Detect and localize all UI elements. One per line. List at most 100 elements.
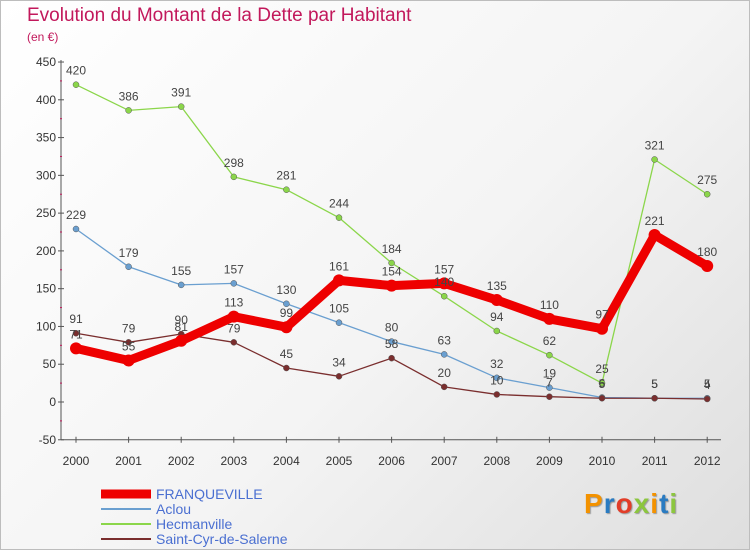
data-point [438, 277, 451, 290]
data-point [440, 292, 448, 300]
data-point [546, 351, 553, 359]
data-label: 229 [66, 208, 86, 222]
x-tick-label: 2008 [483, 454, 510, 468]
data-point [227, 310, 240, 323]
data-point [230, 339, 238, 346]
data-label: 140 [434, 275, 454, 289]
data-point [493, 391, 501, 398]
data-label: 157 [434, 262, 454, 276]
x-tick-label: 2004 [273, 454, 300, 468]
data-point [490, 294, 503, 307]
data-point [283, 300, 290, 308]
data-label: 34 [332, 355, 346, 369]
data-label: 5 [651, 377, 658, 391]
data-label: 321 [645, 138, 665, 152]
data-label: 157 [224, 262, 244, 276]
y-tick-label: 100 [36, 319, 56, 333]
data-point [598, 379, 606, 387]
x-tick-label: 2003 [220, 454, 247, 468]
data-label: 94 [490, 310, 504, 324]
data-point [72, 329, 80, 337]
y-tick-label: 0 [49, 395, 56, 409]
x-tick-label: 2001 [115, 454, 142, 468]
data-label: 80 [385, 321, 399, 335]
data-point [440, 383, 448, 391]
x-tick-label: 2006 [378, 454, 405, 468]
data-point [546, 384, 553, 391]
legend-label: Saint-Cyr-de-Salerne [156, 531, 288, 547]
data-label: 45 [280, 347, 294, 361]
data-label: 62 [543, 334, 557, 348]
data-label: 81 [175, 320, 189, 334]
data-label: 79 [122, 321, 136, 335]
y-tick-label: 250 [36, 206, 56, 220]
y-tick-label: 350 [36, 131, 56, 145]
data-point [122, 354, 135, 367]
data-point [385, 279, 398, 292]
y-tick-label: 450 [36, 55, 56, 69]
data-label: 113 [224, 296, 243, 310]
data-label: 4 [704, 378, 711, 392]
data-point [283, 186, 290, 193]
chart-subtitle: (en €) [27, 30, 59, 44]
data-point [72, 81, 80, 88]
data-point [230, 173, 238, 181]
x-tick-label: 2005 [326, 454, 353, 468]
data-label: 130 [276, 283, 296, 297]
data-label: 281 [276, 169, 296, 183]
data-point [175, 334, 188, 347]
data-label: 20 [438, 366, 452, 380]
chart-title: Evolution du Montant de la Dette par Hab… [27, 5, 412, 26]
data-point [335, 319, 343, 326]
data-label: 79 [227, 321, 241, 335]
data-label: 7 [546, 376, 553, 390]
data-label: 275 [697, 173, 717, 187]
x-tick-label: 2002 [168, 454, 195, 468]
data-point [388, 354, 395, 362]
data-label: 244 [329, 197, 349, 211]
data-label: 5 [651, 377, 658, 391]
data-point [703, 190, 711, 198]
legend-label: Hecmanville [156, 516, 233, 532]
data-point [648, 229, 661, 242]
data-point [388, 259, 395, 267]
data-label: 32 [490, 357, 504, 371]
data-point [703, 395, 711, 403]
data-label: 155 [171, 264, 191, 278]
data-label: 386 [119, 89, 139, 103]
data-point [701, 260, 714, 273]
data-label: 154 [382, 265, 402, 279]
data-point [543, 312, 556, 325]
x-tick-label: 2009 [536, 454, 563, 468]
data-point [230, 280, 238, 287]
data-label: 19 [543, 367, 557, 381]
data-label: 180 [697, 245, 717, 259]
data-label: 63 [438, 333, 452, 347]
data-point [177, 103, 185, 110]
y-tick-label: 50 [43, 357, 57, 371]
data-label: 298 [224, 156, 244, 170]
legend-label: FRANQUEVILLE [156, 486, 263, 502]
x-tick-label: 2007 [431, 454, 458, 468]
data-point [125, 339, 132, 346]
data-point [493, 374, 501, 382]
y-tick-label: -50 [39, 433, 57, 447]
data-label: 391 [171, 86, 191, 100]
data-label: 221 [645, 214, 665, 228]
data-point [651, 394, 658, 402]
data-point [177, 281, 185, 289]
data-label: 161 [329, 259, 349, 273]
data-label: 55 [122, 339, 136, 353]
data-point [72, 225, 80, 233]
x-tick-label: 2010 [589, 454, 616, 468]
y-tick-label: 300 [36, 168, 56, 182]
data-label: 10 [490, 373, 504, 387]
proxiti-logo: Proxiti [584, 488, 679, 519]
y-tick-label: 150 [36, 282, 56, 296]
data-point [388, 338, 395, 345]
data-label: 97 [595, 308, 609, 322]
data-point [335, 214, 343, 221]
data-label: 25 [595, 362, 609, 376]
data-label: 6 [599, 376, 606, 390]
